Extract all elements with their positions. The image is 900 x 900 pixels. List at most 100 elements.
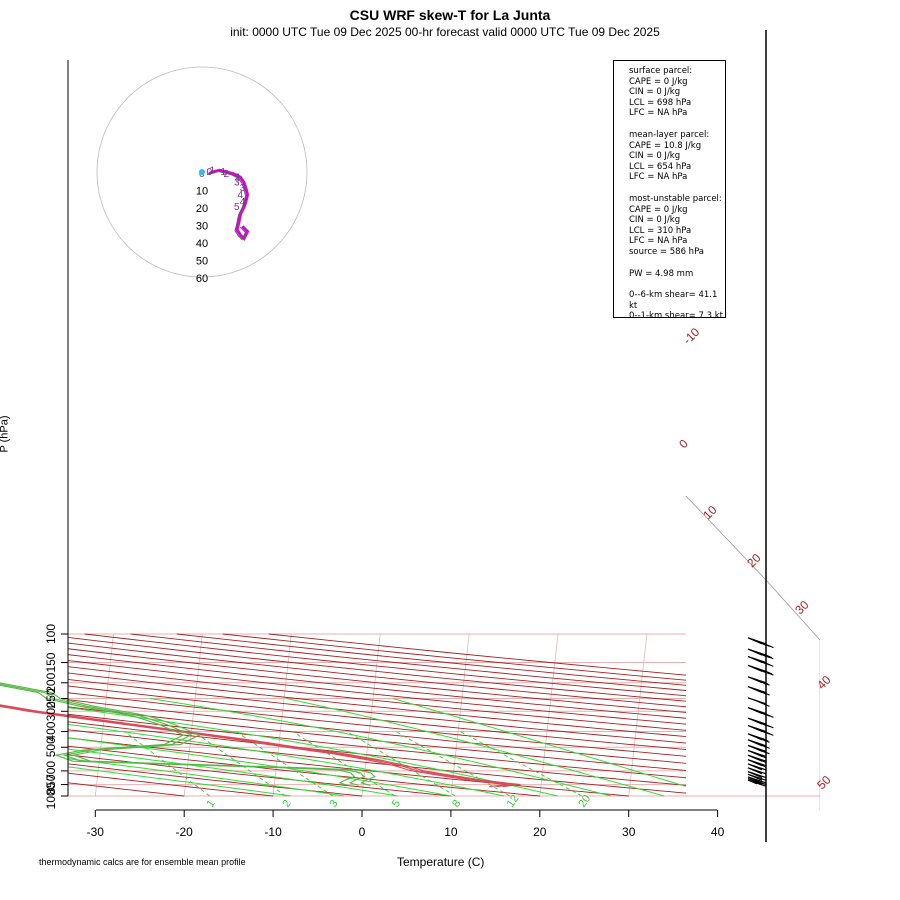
mixing-ratio-line bbox=[235, 731, 334, 797]
mu-source: source = 586 hPa bbox=[629, 246, 705, 257]
mixing-ratio-line bbox=[193, 731, 286, 797]
y-tick-label: 100 bbox=[44, 624, 58, 644]
isotherm-label: 20 bbox=[744, 551, 764, 571]
hodograph-ring-label: 10 bbox=[196, 186, 208, 198]
hodograph-ring-label: 20 bbox=[196, 203, 208, 215]
dewpoint-trace bbox=[0, 682, 376, 786]
x-axis-label: Temperature (C) bbox=[397, 855, 485, 869]
dry-adiabat bbox=[84, 633, 686, 697]
wind-barb-flag bbox=[755, 741, 770, 749]
hodograph-trace bbox=[208, 168, 250, 242]
hodograph-ring-label: 30 bbox=[196, 221, 208, 233]
mu-lfc: LFC = NA hPa bbox=[629, 236, 688, 247]
mixed-parcel-header: mean-layer parcel: bbox=[629, 129, 710, 140]
wind-barb-flag bbox=[747, 773, 763, 781]
mixed-cin: CIN = 0 J/kg bbox=[629, 151, 681, 162]
moist-adiabat bbox=[68, 758, 345, 797]
mixing-ratio-line bbox=[459, 731, 583, 797]
x-tick-label: 20 bbox=[533, 825, 547, 839]
y-tick-label: 200 bbox=[44, 672, 58, 692]
wind-barb-flag bbox=[759, 728, 774, 736]
moist-adiabat bbox=[68, 748, 398, 797]
x-tick-label: 40 bbox=[711, 825, 725, 839]
footnote: thermodynamic calcs are for ensemble mea… bbox=[39, 857, 246, 867]
dry-adiabat bbox=[68, 692, 686, 757]
chart-title: CSU WRF skew-T for La Junta bbox=[349, 7, 551, 23]
isotherm-line bbox=[807, 634, 825, 796]
wind-barb-flag bbox=[759, 710, 774, 718]
moist-adiabat bbox=[392, 698, 686, 787]
y-tick-label: 250 bbox=[44, 688, 58, 708]
wind-barb-halfflag bbox=[761, 680, 769, 685]
moist-adiabat bbox=[68, 737, 452, 797]
y-tick-label: 300 bbox=[44, 701, 58, 721]
isotherm-line bbox=[183, 633, 203, 797]
wind-barb-column bbox=[747, 30, 774, 842]
isotherm-line bbox=[539, 633, 559, 797]
hodograph-height-label: 5 bbox=[234, 202, 240, 213]
dry-adiabat bbox=[68, 642, 686, 708]
isotherm-label: 50 bbox=[814, 773, 834, 793]
dry-adiabat bbox=[68, 666, 686, 731]
hodograph-ring-label: 60 bbox=[196, 273, 208, 285]
surface-lfc: LFC = NA hPa bbox=[629, 108, 688, 119]
moist-adiabat bbox=[286, 698, 665, 797]
wind-barb-flag bbox=[755, 699, 770, 707]
mixing-ratio-label: 1 bbox=[204, 798, 217, 810]
thermo-info-panel: surface parcel: CAPE = 0 J/kg CIN = 0 J/… bbox=[613, 60, 726, 321]
y-tick-label: 850 bbox=[44, 774, 58, 794]
hodograph: 10203040506000112233445 bbox=[96, 66, 308, 285]
isotherm-line bbox=[718, 634, 736, 796]
temperature-trace bbox=[0, 704, 521, 788]
surface-lcl: LCL = 698 hPa bbox=[629, 97, 692, 108]
moist-adiabat bbox=[68, 723, 505, 797]
y-tick-label: 150 bbox=[44, 652, 58, 672]
wind-barb-flag bbox=[759, 659, 774, 667]
dry-adiabat bbox=[68, 772, 274, 797]
hodograph-height-label: 3 bbox=[240, 183, 246, 194]
mu-lcl: LCL = 310 hPa bbox=[629, 225, 692, 236]
wind-barb-halfflag bbox=[764, 654, 773, 659]
isotherm-label: 0 bbox=[676, 436, 691, 451]
mixing-ratio-label: 20 bbox=[576, 793, 593, 810]
shear-0-1km: 0--1-km shear= 7.3 kt bbox=[629, 311, 723, 322]
moist-adiabat bbox=[149, 698, 612, 797]
y-axis-label: P (hPa) bbox=[0, 415, 11, 452]
y-tick-label: 400 bbox=[44, 721, 58, 741]
isotherm-label: 40 bbox=[814, 673, 834, 693]
hodograph-trace-member bbox=[206, 170, 247, 241]
shear-0-6km: 0--6-km shear= 41.1 kt bbox=[629, 290, 718, 311]
wind-barb-flag bbox=[751, 751, 767, 759]
mu-parcel-header: most-unstable parcel: bbox=[629, 193, 722, 204]
dry-adiabat bbox=[68, 685, 686, 750]
dry-adiabat bbox=[68, 745, 540, 797]
wind-barb-halfflag bbox=[749, 780, 758, 785]
y-tick-label: 700 bbox=[44, 761, 58, 781]
mixing-ratio-label: 3 bbox=[327, 798, 340, 810]
dry-adiabat bbox=[68, 654, 686, 719]
mixed-lfc: LFC = NA hPa bbox=[629, 172, 688, 183]
x-tick-label: -30 bbox=[87, 825, 105, 839]
background-grid bbox=[6, 495, 900, 810]
x-tick-label: 0 bbox=[359, 825, 366, 839]
dry-adiabat bbox=[68, 737, 629, 797]
precipitable-water: PW = 4.98 mm bbox=[629, 268, 694, 279]
dry-adiabat bbox=[68, 672, 686, 737]
wind-barb-halfflag bbox=[753, 769, 761, 774]
wind-barb-flag bbox=[755, 688, 770, 696]
isotherm-label: 30 bbox=[792, 598, 812, 618]
isotherm-line bbox=[6, 634, 24, 796]
dry-adiabat bbox=[68, 706, 686, 771]
temperature-trace bbox=[0, 705, 515, 788]
wind-barb-halfflag bbox=[753, 765, 761, 770]
dry-adiabat bbox=[68, 754, 451, 797]
wind-barb-halfflag bbox=[764, 670, 773, 675]
isotherm-line bbox=[628, 633, 648, 797]
dry-adiabat bbox=[68, 660, 686, 725]
mixing-ratio-line bbox=[346, 731, 456, 797]
dry-adiabat bbox=[222, 633, 686, 681]
isotherm-line bbox=[272, 633, 292, 797]
mu-cape: CAPE = 0 J/kg bbox=[629, 204, 688, 215]
isotherm-line bbox=[895, 634, 900, 796]
